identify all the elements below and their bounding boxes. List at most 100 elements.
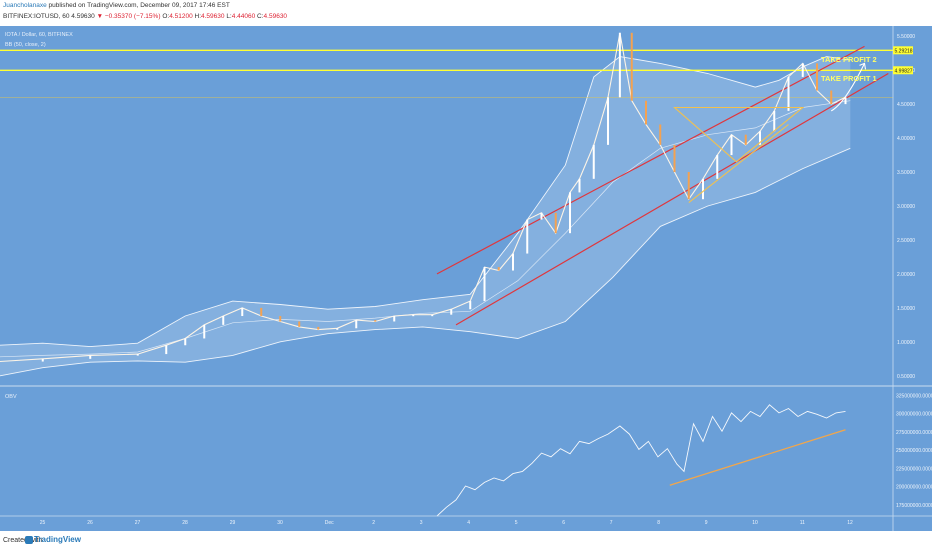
candle — [497, 267, 500, 271]
y-tick-label: 5.50000 — [897, 34, 915, 40]
obv-tick-label: 300000000.0000 — [896, 412, 932, 418]
x-tick-label: 28 — [182, 520, 188, 526]
symbol-label: BITFINEX:IOTUSD, 60 — [3, 13, 70, 20]
low-value: 4.44060 — [231, 13, 256, 20]
price-pane — [0, 32, 893, 377]
bb-middle-line — [0, 100, 851, 358]
last-price: 4.59630 — [71, 13, 95, 20]
candle — [136, 354, 139, 356]
footer: Created with TradingView — [0, 531, 932, 550]
open-value: 4.51200 — [169, 13, 193, 20]
x-tick-label: 25 — [40, 520, 46, 526]
obv-line — [436, 404, 846, 517]
triangle-pattern — [673, 106, 805, 163]
open-label: O: — [162, 13, 170, 20]
obv-trend-line — [669, 429, 846, 486]
x-tick-label: 2 — [372, 520, 375, 526]
y-tick-label: 1.00000 — [897, 340, 915, 346]
x-tick-label: 6 — [562, 520, 565, 526]
x-tick-label: 5 — [515, 520, 518, 526]
candle — [298, 321, 301, 327]
price-label-text: 4.99827 — [895, 68, 913, 74]
x-tick-label: 29 — [230, 520, 236, 526]
x-tick-label: 12 — [847, 520, 853, 526]
candle — [673, 144, 676, 173]
created-with-text: Created with — [3, 537, 43, 544]
obv-tick-label: 325000000.0000 — [896, 393, 932, 399]
low-label: L: — [226, 13, 232, 20]
x-tick-label: 26 — [87, 520, 93, 526]
candle — [659, 124, 662, 145]
close-label: C: — [257, 13, 264, 20]
obv-pane — [436, 404, 846, 517]
candle — [702, 178, 704, 200]
candle — [540, 212, 543, 220]
candle — [412, 314, 415, 317]
candle — [569, 192, 571, 234]
chart-area[interactable]: IOTA / Dollar, 60, BITFINEX BB (50, clos… — [0, 26, 932, 531]
projection-arrow — [830, 63, 865, 112]
price-label-box — [893, 66, 913, 75]
candle — [816, 63, 818, 91]
ohlc-line: BITFINEX:IOTUSD, 60 4.59630 ▼ −0.35370 (… — [3, 13, 287, 20]
y-tick-label: 0.50000 — [897, 374, 915, 380]
high-label: H: — [194, 13, 202, 20]
candle — [578, 178, 581, 193]
obv-tick-label: 175000000.0000 — [896, 503, 932, 509]
high-value: 4.59630 — [201, 13, 225, 20]
y-tick-label: 1.50000 — [897, 306, 915, 312]
obv-tick-label: 225000000.0000 — [896, 466, 932, 472]
x-tick-label: 9 — [705, 520, 708, 526]
candle — [336, 328, 339, 330]
candle — [526, 219, 529, 254]
take-profit-2-label: TAKE PROFIT 2 — [821, 55, 877, 64]
y-tick-label: 2.00000 — [897, 272, 915, 278]
close-value: 4.59630 — [263, 13, 288, 20]
channel-lower-line — [455, 72, 889, 326]
candle — [241, 307, 244, 317]
candle — [618, 32, 621, 98]
x-tick-label: 30 — [277, 520, 283, 526]
price-label-text: 5.29218 — [895, 48, 913, 54]
candle — [730, 134, 733, 156]
candle — [222, 316, 225, 325]
x-tick-label: 27 — [135, 520, 141, 526]
candle — [759, 131, 761, 145]
y-tick-label: 3.50000 — [897, 170, 915, 176]
chart-title: IOTA / Dollar, 60, BITFINEX — [5, 32, 73, 38]
author-link[interactable]: Juancholanaxe — [3, 2, 47, 9]
chart-header: Juancholanaxe published on TradingView.c… — [0, 0, 932, 26]
publish-line: Juancholanaxe published on TradingView.c… — [3, 2, 230, 9]
candle — [787, 76, 790, 111]
candle — [317, 326, 320, 330]
projection-arrow-head — [859, 62, 867, 70]
candle — [41, 358, 44, 362]
channel-upper-line — [436, 45, 865, 275]
candle — [645, 100, 647, 125]
candle — [592, 144, 595, 179]
candle — [512, 253, 514, 271]
x-tick-label: 10 — [752, 520, 758, 526]
y-tick-label: 4.50000 — [897, 102, 915, 108]
wedge-line — [688, 124, 789, 204]
x-tick-label: Dec — [325, 520, 334, 526]
candle — [260, 307, 263, 317]
y-tick-label: 2.50000 — [897, 238, 915, 244]
x-tick-label: 7 — [610, 520, 613, 526]
candle — [89, 355, 92, 359]
candle — [607, 97, 609, 145]
chart-svg[interactable]: IOTA / Dollar, 60, BITFINEX BB (50, clos… — [0, 26, 932, 531]
candle — [630, 32, 633, 101]
y-tick-label: 3.00000 — [897, 204, 915, 210]
tradingview-logo-icon — [25, 536, 33, 544]
candle — [801, 63, 804, 77]
publish-info: published on TradingView.com, December 0… — [48, 2, 230, 9]
candle — [431, 314, 434, 317]
bb-indicator-label: BB (50, close, 2) — [5, 42, 46, 48]
candle — [687, 172, 690, 200]
candle — [203, 324, 206, 339]
candle — [483, 267, 486, 302]
candle — [469, 301, 472, 310]
tradingview-brand[interactable]: TradingView — [34, 535, 81, 544]
candle — [830, 90, 833, 105]
